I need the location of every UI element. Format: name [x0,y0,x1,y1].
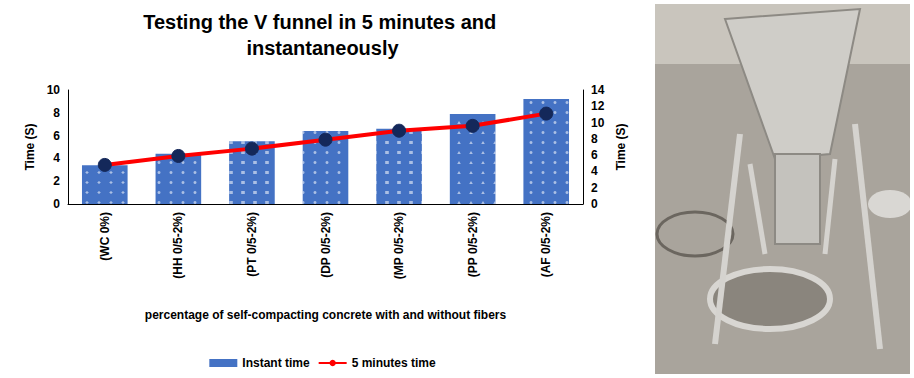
svg-text:8: 8 [53,106,60,120]
svg-text:10: 10 [47,83,61,97]
svg-text:8: 8 [591,132,598,146]
svg-text:6: 6 [53,129,60,143]
svg-text:14: 14 [591,83,605,97]
svg-text:(DP 0/5-2%): (DP 0/5-2%) [319,212,333,278]
svg-text:Time (S): Time (S) [23,123,37,170]
svg-text:(HH 0/5-2%): (HH 0/5-2%) [171,212,185,279]
svg-text:instantaneously: instantaneously [246,37,399,59]
svg-text:4: 4 [591,164,598,178]
svg-text:2: 2 [53,174,60,188]
svg-text:5 minutes time: 5 minutes time [352,356,436,370]
svg-text:(PP 0/5-2%): (PP 0/5-2%) [466,212,480,277]
svg-text:Time (S): Time (S) [614,123,628,170]
svg-text:(AF 0/5-2%): (AF 0/5-2%) [539,212,553,277]
svg-text:0: 0 [53,197,60,211]
svg-text:Testing the V funnel in 5 minu: Testing the V funnel in 5 minutes and [143,11,502,33]
svg-text:10: 10 [591,116,605,130]
svg-text:12: 12 [591,99,605,113]
svg-text:0: 0 [591,197,598,211]
svg-text:2: 2 [591,181,598,195]
svg-text:6: 6 [591,148,598,162]
svg-text:percentage of self-compacting: percentage of self-compacting concrete w… [145,308,507,322]
svg-text:(WC 0%): (WC 0%) [98,212,112,261]
svg-text:(MP 0/5-2%): (MP 0/5-2%) [392,212,406,279]
svg-text:4: 4 [53,151,60,165]
svg-text:Instant time: Instant time [242,356,310,370]
svg-text:(PT 0/5-2%): (PT 0/5-2%) [245,212,259,277]
